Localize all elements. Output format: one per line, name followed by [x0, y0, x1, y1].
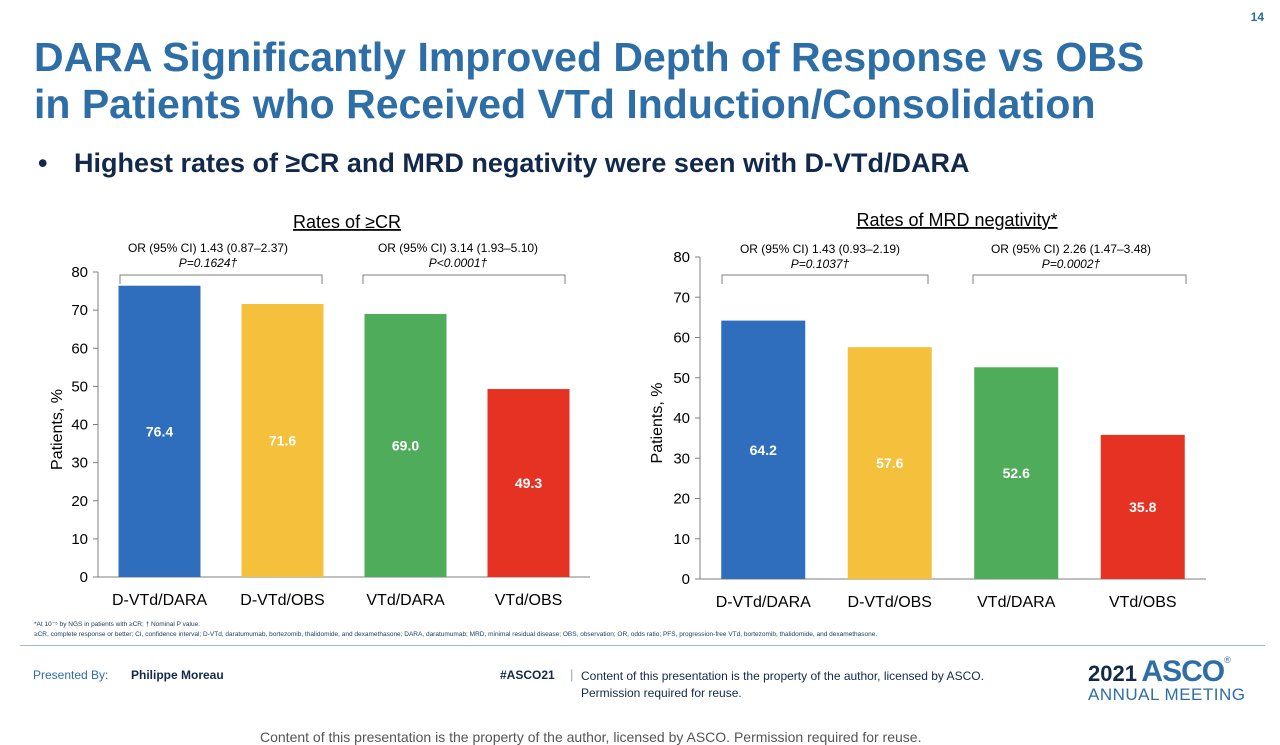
logo-meeting: ANNUAL MEETING — [1088, 685, 1246, 704]
footnote-1: *At 10⁻⁵ by NGS in patients with ≥CR; † … — [34, 621, 201, 628]
logo-year: 2021 — [1088, 661, 1137, 686]
p-value-label: P=0.1624† — [179, 256, 238, 270]
footer-divider — [20, 645, 1265, 646]
x-tick-label: VTd/OBS — [495, 592, 563, 609]
p-value-label: P<0.0001† — [429, 256, 488, 270]
bar-4 — [487, 389, 570, 577]
bar-3 — [364, 313, 447, 577]
bar-value-label: 35.8 — [1129, 499, 1156, 515]
asco-logo: 2021 ASCO® ANNUAL MEETING — [1088, 655, 1258, 705]
y-tick-label: 20 — [71, 493, 88, 510]
p-value-label: P=0.0002† — [1042, 257, 1101, 271]
odds-ratio-label: OR (95% CI) 2.26 (1.47–3.48) — [991, 242, 1151, 256]
bullet-marker: • — [38, 148, 48, 178]
footnotes: *At 10⁻⁵ by NGS in patients with ≥CR; † … — [34, 620, 1254, 640]
presented-by-label: Presented By: — [33, 668, 109, 682]
x-tick-label: VTd/OBS — [1109, 594, 1177, 611]
x-tick-label: D-VTd/DARA — [112, 592, 207, 609]
comparison-bracket — [119, 274, 323, 284]
bar-2 — [241, 304, 324, 577]
y-tick-label: 0 — [80, 569, 88, 586]
y-tick-label: 10 — [71, 531, 88, 548]
bar-4 — [1100, 434, 1185, 579]
bar-3 — [974, 367, 1059, 579]
slide-number: 14 — [1250, 10, 1264, 24]
y-tick-label: 50 — [71, 378, 88, 395]
bar-value-label: 76.4 — [146, 423, 173, 439]
chart-mrd-negativity: Rates of MRD negativity* 0 10 20 30 40 50 60 70 8… — [649, 210, 1206, 611]
bar-value-label: 57.6 — [876, 455, 903, 471]
bar-1 — [118, 285, 201, 577]
chart-title: Rates of ≥CR — [293, 212, 401, 232]
title-line-1: DARA Significantly Improved Depth of Res… — [34, 34, 1145, 80]
odds-ratio-label: OR (95% CI) 1.43 (0.87–2.37) — [128, 241, 288, 255]
title-line-2: in Patients who Received VTd Induction/C… — [34, 81, 1096, 127]
y-tick-label: 60 — [71, 340, 88, 357]
p-value-label: P=0.1037† — [791, 257, 850, 271]
y-tick-label: 80 — [673, 249, 690, 266]
bar-1 — [721, 320, 806, 579]
y-tick-label: 60 — [673, 330, 690, 347]
footnote-2: ≥CR, complete response or better; CI, co… — [34, 631, 878, 638]
copyright-notice: Content of this presentation is the prop… — [581, 668, 1051, 702]
odds-ratio-label: OR (95% CI) 3.14 (1.93–5.10) — [378, 241, 538, 255]
y-tick-label: 20 — [673, 491, 690, 508]
slide-title: DARA Significantly Improved Depth of Res… — [34, 34, 1234, 128]
y-tick-label: 0 — [682, 571, 690, 588]
y-tick-label: 30 — [71, 455, 88, 472]
y-tick-label: 10 — [673, 531, 690, 548]
footer-separator: | — [570, 667, 574, 682]
y-axis-label: Patients, % — [649, 383, 666, 464]
comparison-bracket — [721, 274, 929, 284]
y-tick-label: 40 — [71, 417, 88, 434]
y-tick-label: 70 — [673, 289, 690, 306]
x-tick-label: VTd/DARA — [977, 594, 1056, 611]
chart-cr-rates: Rates of ≥CR 0 10 20 30 40 50 60 70 80 Patients, %… — [49, 212, 590, 609]
bullet-point: • Highest rates of ≥CR and MRD negativity… — [38, 148, 969, 179]
bullet-text: Highest rates of ≥CR and MRD negativity … — [74, 148, 970, 178]
bar-value-label: 71.6 — [269, 433, 296, 449]
hashtag: #ASCO21 — [500, 668, 555, 682]
bar-value-label: 69.0 — [392, 437, 419, 453]
comparison-bracket — [972, 274, 1187, 284]
bar-2 — [847, 347, 932, 579]
y-tick-label: 50 — [673, 370, 690, 387]
copyright-line-2: Permission required for reuse. — [581, 686, 742, 700]
presenter-name: Philippe Moreau — [131, 668, 224, 682]
y-tick-label: 70 — [71, 302, 88, 319]
logo-brand: ASCO — [1141, 655, 1225, 688]
bar-value-label: 52.6 — [1003, 465, 1030, 481]
copyright-line-1: Content of this presentation is the prop… — [581, 669, 984, 683]
odds-ratio-label: OR (95% CI) 1.43 (0.93–2.19) — [740, 242, 900, 256]
x-tick-label: VTd/DARA — [366, 592, 445, 609]
logo-registered-mark: ® — [1224, 655, 1231, 665]
y-tick-label: 40 — [673, 410, 690, 427]
chart-title: Rates of MRD negativity* — [856, 210, 1057, 230]
x-tick-label: D-VTd/OBS — [240, 592, 324, 609]
y-tick-label: 30 — [673, 450, 690, 467]
comparison-bracket — [362, 274, 566, 284]
x-tick-label: D-VTd/OBS — [848, 594, 932, 611]
bar-value-label: 64.2 — [750, 442, 777, 458]
y-axis-label: Patients, % — [49, 389, 66, 470]
bottom-caption: Content of this presentation is the prop… — [260, 729, 922, 745]
x-tick-label: D-VTd/DARA — [716, 594, 811, 611]
y-tick-label: 80 — [71, 264, 88, 281]
bar-value-label: 49.3 — [515, 475, 542, 491]
